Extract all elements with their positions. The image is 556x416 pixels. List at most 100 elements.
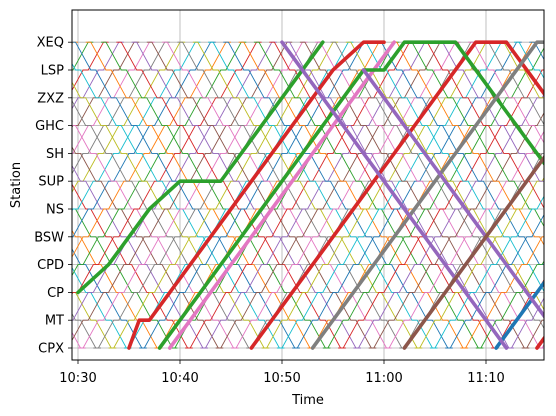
bg-train-down	[72, 81, 270, 349]
bg-train-down	[72, 125, 239, 349]
y-tick-label-zxz: ZXZ	[37, 91, 64, 106]
bg-train-up	[185, 41, 415, 349]
bg-train-down	[101, 41, 331, 349]
x-tick-label: 10:40	[161, 371, 198, 386]
y-tick-label-cpx: CPX	[38, 342, 64, 357]
x-tick-label: 11:00	[365, 371, 402, 386]
bg-train-up	[231, 41, 461, 349]
bg-train-down	[406, 41, 544, 228]
bg-train-down	[437, 41, 544, 182]
y-tick-label-ghc: GHC	[35, 119, 64, 134]
bg-train-up	[475, 260, 544, 349]
bg-train-down	[85, 41, 316, 349]
bg-train-down	[422, 41, 544, 209]
bg-train-up	[338, 69, 544, 349]
bg-train-up	[108, 41, 339, 349]
y-axis-label: Station	[9, 162, 24, 208]
bg-train-up	[414, 176, 544, 349]
bg-train-down	[177, 41, 407, 349]
bg-train-down	[223, 41, 453, 349]
x-axis-label: Time	[291, 393, 324, 408]
y-tick-label-cp: CP	[47, 286, 64, 301]
bg-train-up	[215, 41, 446, 349]
bg-train-up	[322, 47, 544, 349]
y-tick-label-xeq: XEQ	[37, 36, 64, 51]
train-series-16	[402, 154, 544, 350]
bg-train-up	[72, 41, 124, 110]
train-series-5	[433, 40, 544, 166]
bg-train-down	[72, 229, 163, 349]
bg-train-up	[276, 41, 507, 349]
bg-train-down	[146, 41, 377, 349]
bg-train-up	[72, 41, 231, 258]
bg-train-down	[131, 41, 361, 349]
train-series-11	[280, 40, 509, 350]
y-tick-label-lsp: LSP	[41, 64, 64, 79]
bg-train-up	[353, 93, 544, 349]
bg-train-down	[468, 41, 544, 144]
bg-train-down	[72, 146, 224, 349]
bg-train-up	[78, 41, 308, 349]
bg-train-up	[72, 41, 216, 238]
bg-train-up	[368, 111, 544, 349]
bg-train-up	[200, 41, 430, 349]
bg-train-up	[72, 41, 293, 342]
bg-train-down	[391, 41, 544, 246]
y-tick-label-cpd: CPD	[37, 258, 64, 273]
y-tick-label-sup: SUP	[38, 175, 64, 190]
bg-train-up	[72, 41, 155, 154]
bg-train-down	[483, 41, 544, 126]
train-series-layer	[76, 40, 544, 350]
plot-frame	[71, 9, 545, 361]
train-series-0	[127, 40, 386, 350]
bg-train-up	[72, 41, 262, 295]
bg-train-down	[238, 41, 469, 349]
y-tick-label-sh: SH	[46, 147, 64, 162]
bg-train-up	[139, 41, 369, 349]
bg-train-down	[284, 41, 514, 349]
bg-train-down	[72, 291, 117, 349]
bg-train-down	[72, 164, 208, 349]
bg-train-down	[116, 41, 346, 349]
train-series-1	[76, 40, 325, 295]
y-tick-label-ns: NS	[46, 203, 64, 218]
bg-train-down	[72, 183, 193, 349]
train-series-4	[249, 40, 544, 350]
bg-train-down	[192, 41, 423, 349]
bg-train-down	[330, 41, 544, 330]
bg-train-down	[72, 208, 178, 349]
y-axis-ticks: CPX MT CP CPD BSW NS SUP SH GHC ZXZ LSP XEQ	[34, 36, 72, 357]
bg-train-down	[361, 41, 544, 293]
x-tick-label: 10:50	[263, 371, 300, 386]
train-series-2	[168, 40, 396, 350]
bg-train-down	[253, 41, 484, 349]
bg-train-down	[498, 41, 544, 99]
bg-train-up	[261, 41, 492, 349]
x-axis-ticks: 10:3010:4010:5011:0011:1011:2011:3011:40…	[59, 360, 505, 386]
bg-train-up	[384, 130, 544, 349]
bg-train-down	[376, 41, 544, 266]
bg-train-down	[72, 99, 254, 349]
train-series-6	[310, 40, 544, 350]
bg-train-up	[72, 41, 170, 175]
y-tick-label-mt: MT	[45, 314, 64, 329]
bg-train-down	[208, 41, 438, 349]
bg-train-down	[72, 266, 132, 349]
bg-train-down	[72, 248, 147, 349]
bg-train-up	[72, 41, 201, 212]
bg-train-up	[72, 41, 186, 194]
bg-train-down	[72, 41, 300, 349]
bg-train-down	[72, 62, 285, 349]
bg-train-down	[345, 41, 544, 311]
bg-train-up	[445, 213, 544, 349]
x-tick-label: 11:10	[467, 371, 504, 386]
bg-train-up	[72, 41, 140, 129]
bg-train-down	[315, 41, 544, 349]
bg-train-up	[72, 41, 247, 277]
bg-train-down	[299, 41, 530, 349]
y-tick-label-bsw: BSW	[34, 230, 64, 245]
train-series-15	[361, 68, 544, 319]
train-series-3	[157, 40, 437, 350]
bg-train-up	[292, 41, 522, 349]
